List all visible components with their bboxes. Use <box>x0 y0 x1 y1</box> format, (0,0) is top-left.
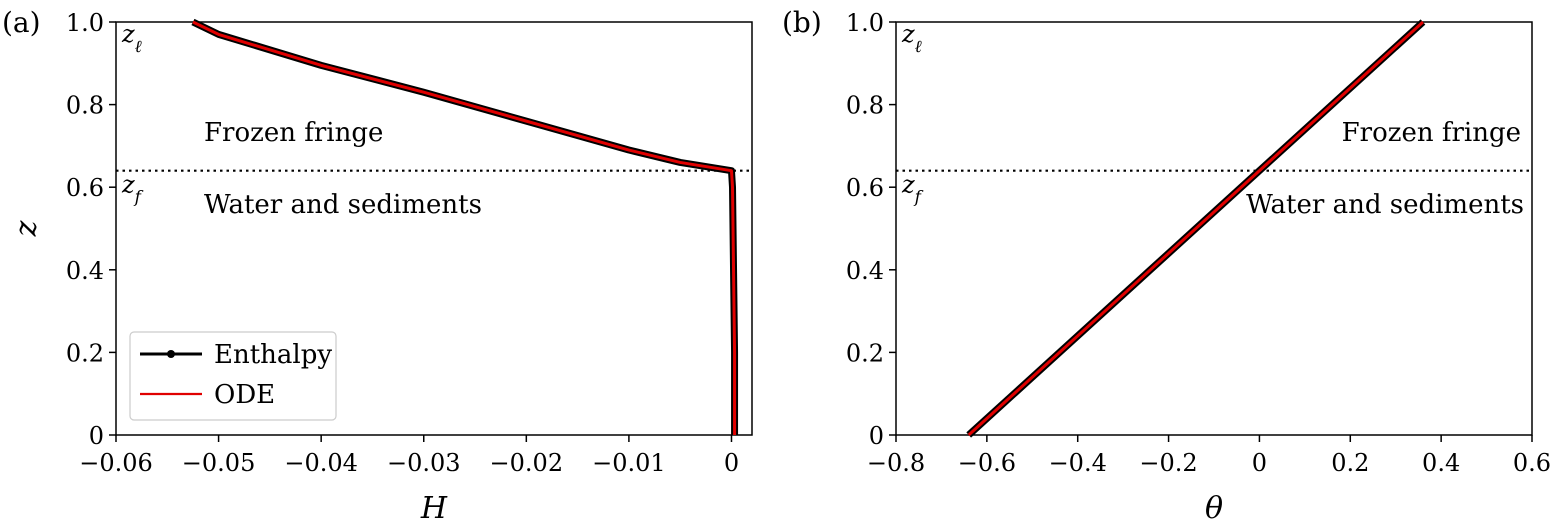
panel-b-xtick-label: 0.4 <box>1422 449 1460 477</box>
panel-b-region-above-label: Frozen fringe <box>1342 118 1521 148</box>
panel-b-ytick-label: 1.0 <box>846 9 884 37</box>
panel-b-xtick-label: 0.6 <box>1513 449 1551 477</box>
panel-b-z-front-label: zf <box>901 171 924 208</box>
panel-a-xtick-label: −0.04 <box>284 449 358 477</box>
panel-a-ytick-label: 0.6 <box>66 174 104 202</box>
legend-label-ode: ODE <box>214 380 275 410</box>
panel-a-xtick-label: 0 <box>724 449 739 477</box>
panel-a-region-above-label: Frozen fringe <box>204 118 383 148</box>
panel-a-region-below-label: Water and sediments <box>204 190 482 220</box>
panel-b-xtick-label: −0.4 <box>1049 449 1107 477</box>
panel-b-series-ode-line <box>967 20 1424 437</box>
panel-b-xtick-label: 0 <box>1252 449 1267 477</box>
panel-b-panel-label: (b) <box>782 6 822 39</box>
panel-b-region-below-label: Water and sediments <box>1246 190 1524 220</box>
panel-b-ytick-label: 0.8 <box>846 92 884 120</box>
panel-b-ytick-label: 0.4 <box>846 257 884 285</box>
panel-b-ytick-label: 0.2 <box>846 339 884 367</box>
legend-label-enthalpy: Enthalpy <box>214 340 332 370</box>
panel-b: −0.8 −0.6 −0.4 −0.2 0 0.2 0.4 0.6 0 0.2 0.4 0.6 0.8 1… <box>782 6 1551 526</box>
panel-b-axes-frame <box>895 21 1533 436</box>
panel-a: −0.06 −0.05 −0.04 −0.03 −0.02 −0.01 0 0 0.2 0.4 0.… <box>2 6 753 526</box>
panel-a-legend: Enthalpy ODE <box>129 331 337 421</box>
panel-b-ytick-label: 0.6 <box>846 174 884 202</box>
panel-a-xtick-label: −0.02 <box>490 449 564 477</box>
panel-a-xtick-label: −0.03 <box>387 449 461 477</box>
panel-b-xlabel: θ <box>1205 491 1223 526</box>
panel-b-xtick-label: −0.6 <box>958 449 1016 477</box>
panel-a-ytick-label: 0 <box>89 422 104 450</box>
panel-a-series-ode-line <box>192 20 737 435</box>
panel-b-xtick-label: −0.8 <box>867 449 925 477</box>
panel-a-xtick-label: −0.01 <box>592 449 666 477</box>
panel-a-ytick-label: 0.8 <box>66 92 104 120</box>
panel-a-ytick-label: 1.0 <box>66 9 104 37</box>
panel-a-xtick-label: −0.06 <box>79 449 153 477</box>
panel-a-xlabel: H <box>420 491 448 526</box>
panel-a-ylabel: z <box>9 220 44 237</box>
panel-b-xtick-label: −0.2 <box>1139 449 1197 477</box>
panel-a-z-front-label: zf <box>121 171 144 208</box>
panel-b-z-top-label: zℓ <box>901 20 922 57</box>
panel-a-xtick-label: −0.05 <box>182 449 256 477</box>
panel-a-ytick-label: 0.4 <box>66 257 104 285</box>
panel-b-xtick-label: 0.2 <box>1331 449 1369 477</box>
panel-a-panel-label: (a) <box>2 6 41 39</box>
panel-a-z-top-label: zℓ <box>121 20 142 57</box>
legend-marker-enthalpy <box>167 350 175 358</box>
panel-a-axes-frame <box>115 21 753 436</box>
panel-b-ytick-label: 0 <box>869 422 884 450</box>
panel-a-ytick-label: 0.2 <box>66 339 104 367</box>
